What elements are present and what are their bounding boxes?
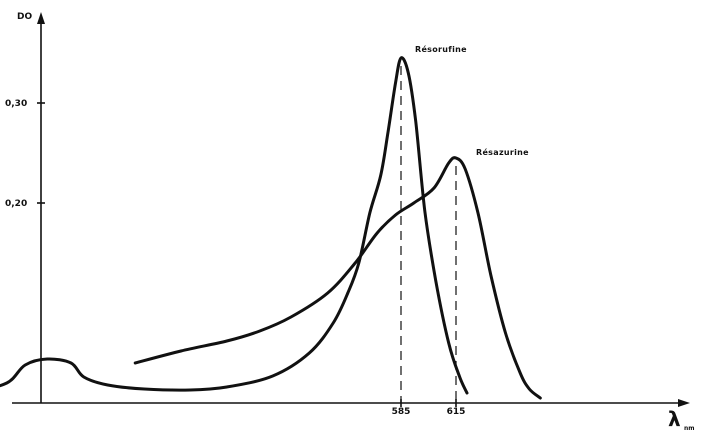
y-axis-label: DO (17, 12, 32, 22)
x-axis-arrow (678, 399, 690, 407)
ticks: 0,20 0,30 585 615 (5, 99, 465, 417)
series-1-line (0, 56, 469, 395)
series-curves (0, 56, 542, 400)
series-2-label: Résazurine (476, 147, 529, 157)
x-axis-label: λ (668, 407, 681, 431)
y-tick-label: 0,30 (5, 99, 27, 109)
x-tick-label: 615 (447, 407, 466, 417)
series-labels: Résorufine Résazurine (415, 44, 529, 157)
y-tick-label: 0,20 (5, 199, 27, 209)
y-axis-arrow (37, 12, 45, 24)
series-1-label: Résorufine (415, 44, 467, 54)
axes (12, 12, 690, 407)
x-tick-label: 585 (392, 407, 411, 417)
x-axis-unit: nm (684, 425, 695, 431)
series-2-line (133, 156, 542, 400)
